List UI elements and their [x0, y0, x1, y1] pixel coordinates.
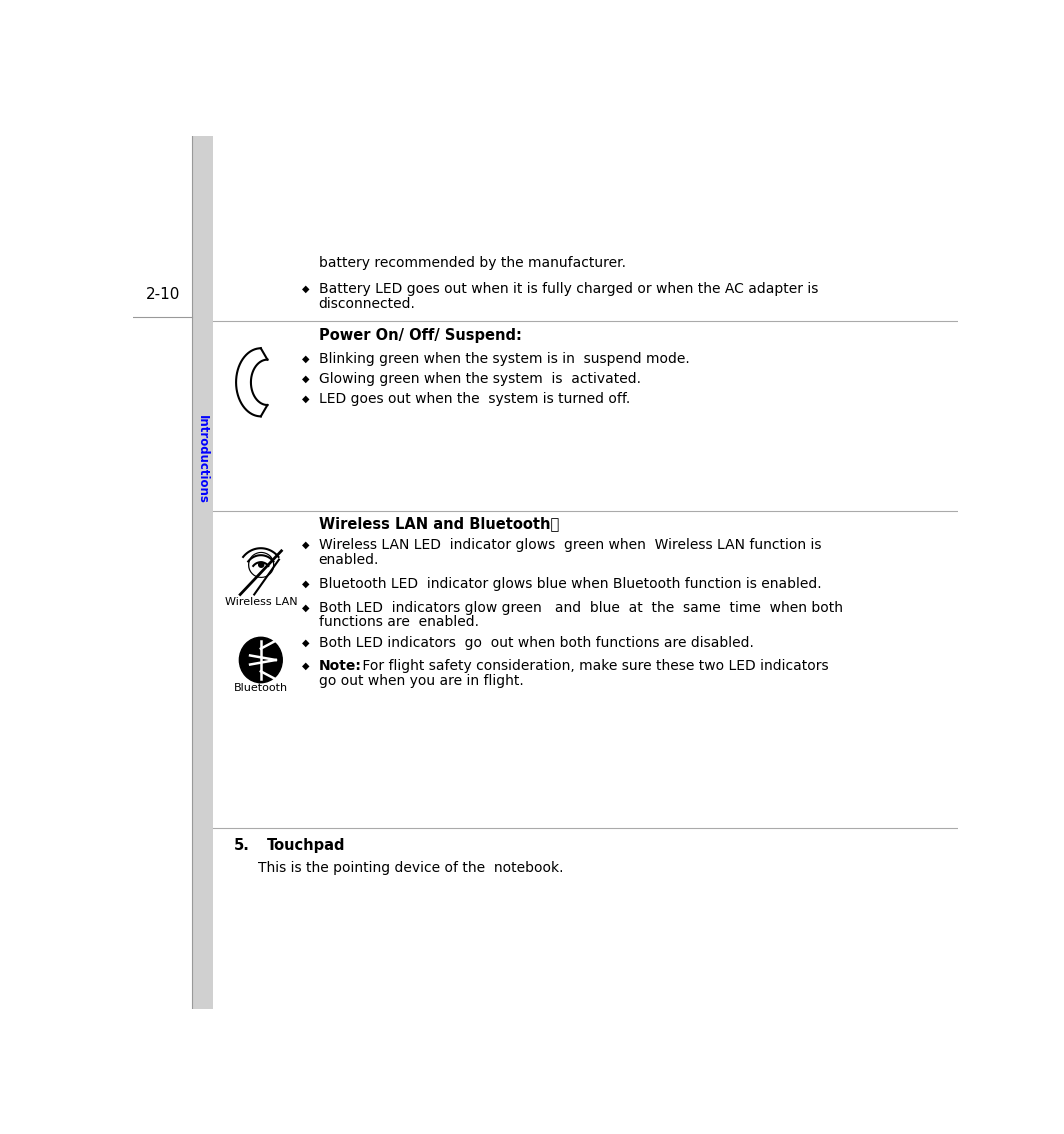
Text: ◆: ◆ [302, 284, 310, 294]
Text: Power On/ Off/ Suspend:: Power On/ Off/ Suspend: [318, 328, 521, 342]
Text: ◆: ◆ [302, 540, 310, 550]
Text: Battery LED goes out when it is fully charged or when the AC adapter is: Battery LED goes out when it is fully ch… [318, 282, 818, 296]
Circle shape [239, 637, 282, 683]
Text: ◆: ◆ [302, 393, 310, 404]
Text: LED goes out when the  system is turned off.: LED goes out when the system is turned o… [318, 392, 630, 406]
Text: Both LED  indicators glow green   and  blue  at  the  same  time  when both: Both LED indicators glow green and blue … [318, 601, 843, 615]
Text: battery recommended by the manufacturer.: battery recommended by the manufacturer. [318, 255, 626, 270]
Text: disconnected.: disconnected. [318, 297, 415, 311]
Bar [193, 136, 213, 1009]
Text: go out when you are in flight.: go out when you are in flight. [318, 674, 523, 688]
Bar [133, 136, 193, 1009]
Text: ◆: ◆ [302, 374, 310, 383]
Text: Wireless LAN and Bluetooth：: Wireless LAN and Bluetooth： [318, 516, 559, 531]
Text: Glowing green when the system  is  activated.: Glowing green when the system is activat… [318, 372, 641, 386]
Text: Touchpad: Touchpad [267, 838, 345, 854]
Text: Wireless LAN: Wireless LAN [225, 598, 297, 608]
Text: Blinking green when the system is in  suspend mode.: Blinking green when the system is in sus… [318, 352, 689, 366]
Text: Introductions: Introductions [196, 415, 210, 503]
Text: Bluetooth: Bluetooth [234, 683, 288, 693]
Text: ◆: ◆ [302, 354, 310, 364]
Text: ◆: ◆ [302, 661, 310, 671]
Text: Note:: Note: [318, 659, 362, 674]
Text: This is the pointing device of the  notebook.: This is the pointing device of the noteb… [259, 861, 564, 874]
Text: ◆: ◆ [302, 637, 310, 648]
Text: functions are  enabled.: functions are enabled. [318, 616, 479, 629]
Text: enabled.: enabled. [318, 552, 379, 567]
Text: Both LED indicators  go  out when both functions are disabled.: Both LED indicators go out when both fun… [318, 635, 753, 650]
Text: ☉: ☉ [245, 551, 277, 585]
Text: 2-10: 2-10 [146, 288, 180, 303]
Text: Wireless LAN LED  indicator glows  green when  Wireless LAN function is: Wireless LAN LED indicator glows green w… [318, 538, 821, 552]
Text: ◆: ◆ [302, 602, 310, 612]
Text: Bluetooth LED  indicator glows blue when Bluetooth function is enabled.: Bluetooth LED indicator glows blue when … [318, 577, 821, 591]
Text: 5.: 5. [234, 838, 249, 854]
Text: For flight safety consideration, make sure these two LED indicators: For flight safety consideration, make su… [359, 659, 829, 674]
Text: ◆: ◆ [302, 579, 310, 589]
